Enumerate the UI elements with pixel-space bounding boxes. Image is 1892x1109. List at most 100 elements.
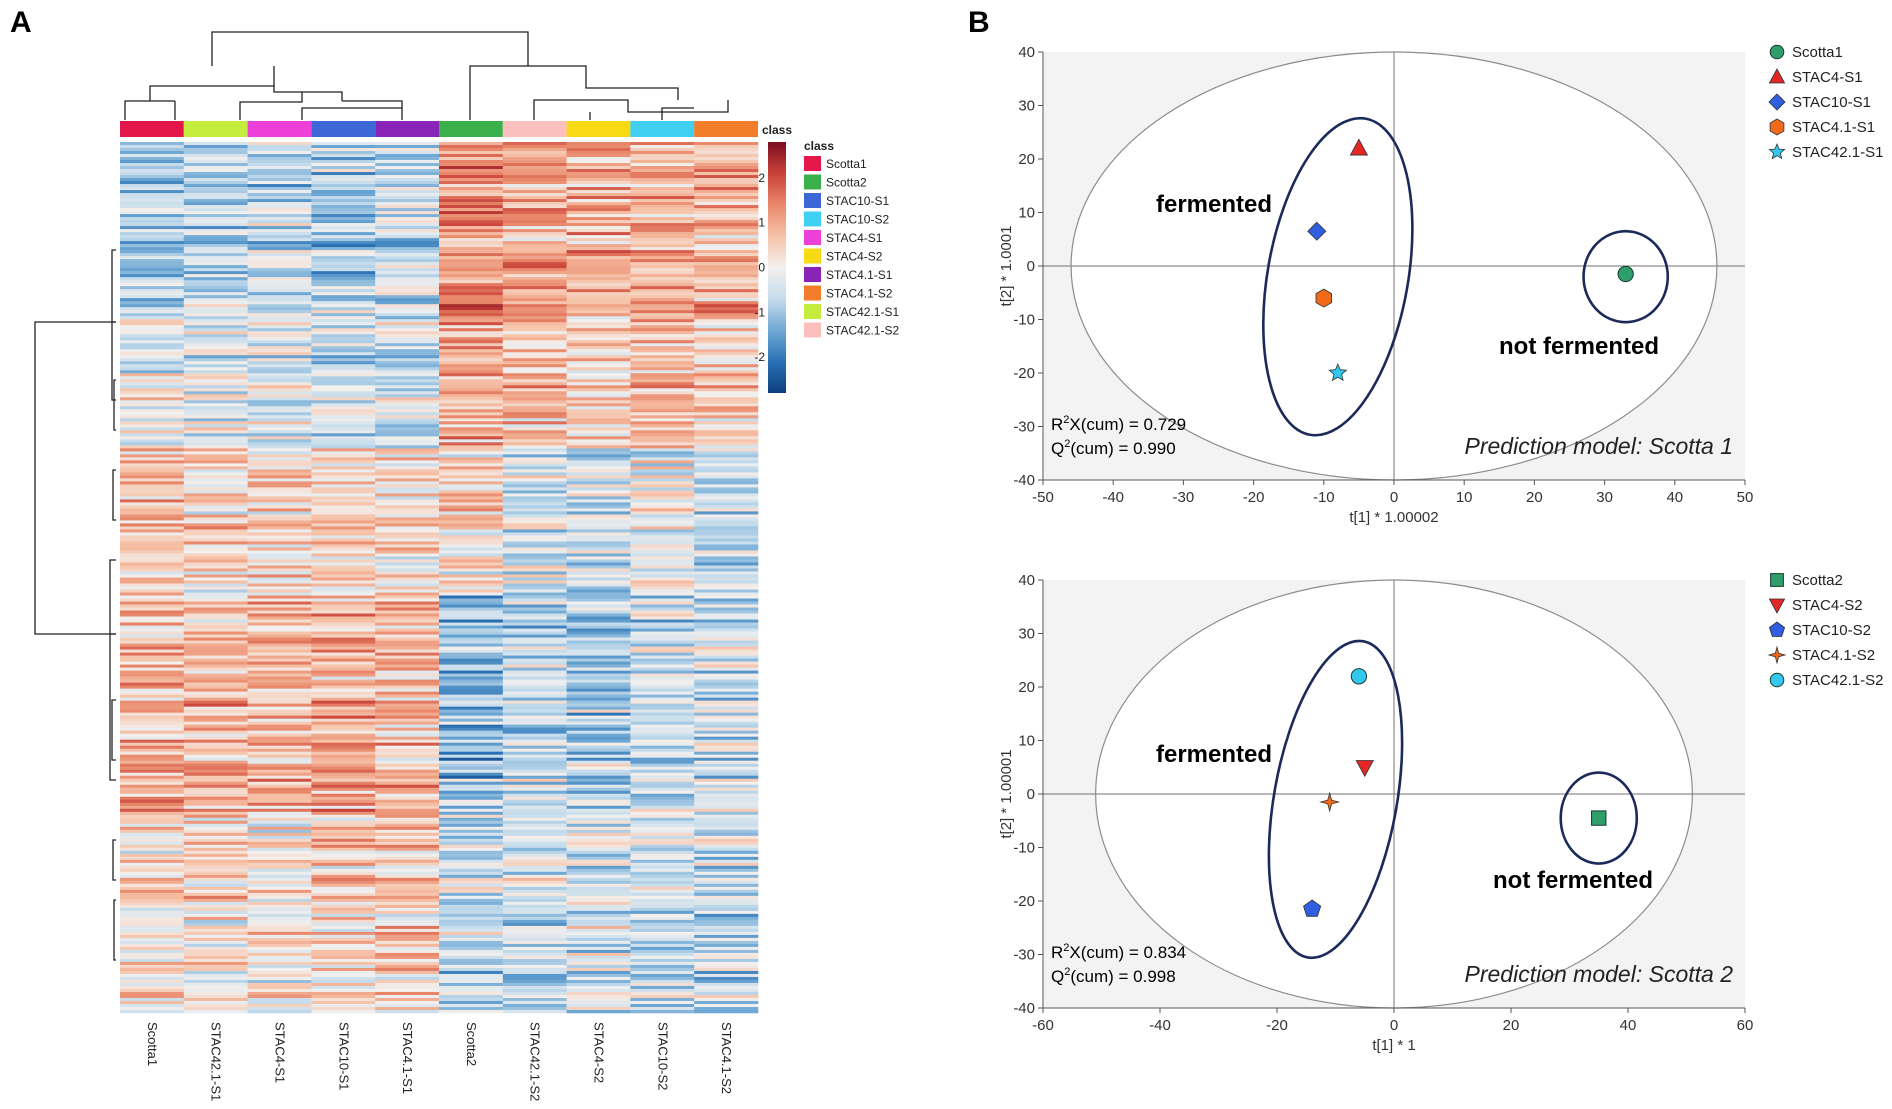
heatmap-cell (502, 1000, 567, 1005)
heatmap-cell (120, 376, 185, 380)
heatmap-cell (311, 856, 376, 861)
heatmap-cell (375, 394, 440, 398)
heatmap-cell (311, 910, 376, 915)
heatmap-cell (120, 835, 185, 840)
heatmap-cell (694, 859, 759, 864)
x-tick-label: 60 (1737, 1017, 1754, 1034)
heatmap-cell (630, 631, 695, 635)
heatmap-cell (120, 880, 185, 885)
heatmap-cell (630, 997, 695, 1002)
heatmap-cell (247, 370, 312, 374)
heatmap-cell (566, 187, 631, 191)
heatmap-cell (566, 583, 631, 587)
not-fermented-group-ellipse (1559, 771, 1639, 865)
heatmap-cell (183, 178, 248, 182)
heatmap-cell (311, 943, 376, 948)
heatmap-cell (566, 739, 631, 743)
heatmap-cell (630, 274, 695, 278)
heatmap-cell (439, 316, 504, 320)
heatmap-cell (183, 853, 248, 858)
heatmap-cell (311, 235, 376, 239)
heatmap-cell (566, 178, 631, 182)
heatmap-cell (566, 253, 631, 257)
heatmap-cell (183, 964, 248, 969)
heatmap-cell (375, 181, 440, 185)
heatmap-cell (630, 511, 695, 515)
heatmap-cell (311, 169, 376, 173)
heatmap-cell (183, 535, 248, 539)
heatmap-cell (630, 142, 695, 146)
heatmap-cell (311, 331, 376, 335)
heatmap-cell (566, 319, 631, 323)
heatmap-cell (183, 337, 248, 341)
heatmap-cell (375, 976, 440, 981)
heatmap-cell (502, 247, 567, 251)
heatmap-cell (311, 277, 376, 281)
heatmap-cell (566, 265, 631, 269)
heatmap-cell (694, 901, 759, 906)
heatmap-cell (183, 943, 248, 948)
heatmap-cell (502, 355, 567, 359)
heatmap-cell (247, 580, 312, 584)
heatmap-cell (311, 928, 376, 933)
heatmap-cell (566, 688, 631, 692)
class-legend-label: STAC42.1-S2 (826, 324, 899, 338)
heatmap-cell (247, 529, 312, 533)
heatmap-cell (566, 229, 631, 233)
heatmap-cell (566, 385, 631, 389)
x-tick-label: -40 (1149, 1017, 1171, 1034)
heatmap-cell (183, 796, 248, 801)
heatmap-cell (247, 355, 312, 359)
heatmap-cell (311, 274, 376, 278)
heatmap-cell (566, 673, 631, 677)
heatmap-cell (566, 889, 631, 894)
heatmap-cell (566, 331, 631, 335)
heatmap-cell (247, 259, 312, 263)
heatmap-cell (183, 172, 248, 176)
heatmap-cell (566, 973, 631, 978)
heatmap-cell (439, 748, 504, 752)
heatmap-cell (183, 163, 248, 167)
y-tick-label: -40 (1013, 472, 1035, 489)
heatmap-cell (439, 361, 504, 365)
heatmap-cell (247, 811, 312, 816)
heatmap-cell (630, 499, 695, 503)
heatmap-cell (566, 679, 631, 683)
heatmap-cell (183, 487, 248, 491)
heatmap-cell (566, 961, 631, 966)
heatmap-cell (694, 688, 759, 692)
heatmap-cell (375, 460, 440, 464)
heatmap-cell (566, 451, 631, 455)
heatmap-cell (439, 274, 504, 278)
heatmap-cell (439, 559, 504, 563)
heatmap-cell (566, 580, 631, 584)
heatmap-cell (120, 664, 185, 668)
heatmap-cell (439, 730, 504, 734)
heatmap-cell (694, 220, 759, 224)
heatmap-cell (183, 328, 248, 332)
heatmap-cell (247, 682, 312, 686)
heatmap-cell (502, 718, 567, 722)
heatmap-cell (566, 379, 631, 383)
heatmap-cell (694, 748, 759, 752)
heatmap-cell (375, 160, 440, 164)
heatmap-cell (439, 355, 504, 359)
heatmap-cell (375, 685, 440, 689)
heatmap-cell (120, 676, 185, 680)
heatmap-cell (247, 904, 312, 909)
heatmap-cell (311, 475, 376, 479)
heatmap-cell (375, 823, 440, 828)
heatmap-cell (566, 796, 631, 801)
heatmap-cell (311, 580, 376, 584)
heatmap-cell (566, 244, 631, 248)
heatmap-cell (630, 658, 695, 662)
heatmap-cell (694, 379, 759, 383)
heatmap-cell (120, 985, 185, 990)
heatmap-cell (502, 766, 567, 771)
heatmap-cell (120, 958, 185, 963)
heatmap-cell (566, 226, 631, 230)
heatmap-cell (120, 322, 185, 326)
heatmap-cell (183, 445, 248, 449)
heatmap-cell (694, 178, 759, 182)
y-tick-label: 10 (1018, 733, 1035, 750)
